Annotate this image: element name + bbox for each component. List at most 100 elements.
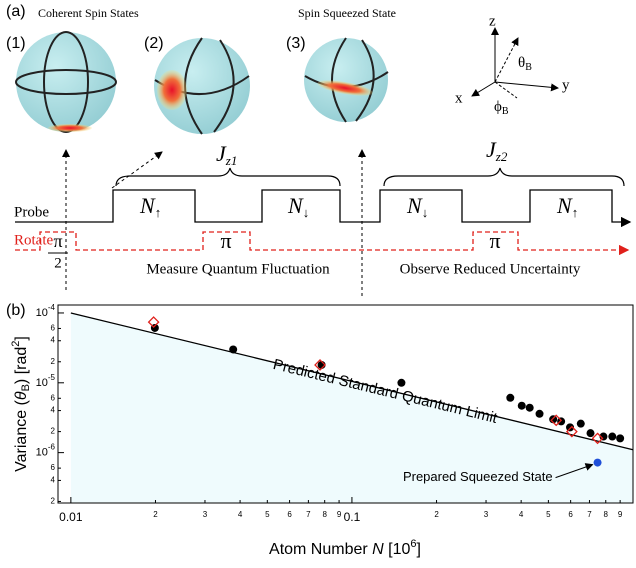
point	[549, 415, 558, 424]
x-tick-label: 7	[306, 510, 311, 519]
point	[593, 458, 602, 467]
point	[616, 434, 625, 443]
pulse-label: N↑	[139, 193, 161, 220]
pulse-angle: π	[489, 228, 500, 253]
x-tick-label: 8	[604, 510, 609, 519]
state-label: (1)	[6, 35, 26, 52]
x-tick-label: 4	[519, 510, 524, 519]
state-label: (2)	[144, 35, 164, 52]
point	[566, 423, 575, 432]
pulse-label: N↑	[556, 193, 578, 220]
axis-name: z	[489, 13, 496, 29]
pulse-angle: π	[220, 228, 231, 253]
point	[535, 409, 544, 418]
point	[599, 432, 608, 441]
sequence-label: Probe	[14, 204, 49, 220]
sphere	[154, 37, 250, 135]
y-tick-label: 6	[51, 393, 56, 402]
x-axis-label: Atom Number N [106]	[269, 538, 421, 558]
y-tick-label: 4	[51, 336, 56, 345]
point	[517, 401, 526, 410]
y-tick-label: 6	[51, 324, 56, 333]
pulse-label: N↓	[406, 193, 428, 220]
y-tick-label: 10-6	[36, 443, 56, 459]
region-below-limit	[70, 312, 634, 503]
point	[397, 378, 406, 387]
point	[557, 417, 566, 426]
y-tick-label: 4	[51, 406, 56, 415]
y-tick-exponent: -6	[48, 443, 56, 452]
x-tick-label: 8	[322, 510, 327, 519]
x-tick-label: 0.01	[59, 510, 83, 524]
y-tick-label: 6	[51, 324, 56, 333]
panel-label: (a)	[6, 3, 26, 20]
point	[229, 345, 238, 354]
j-label: Jz2	[486, 137, 508, 164]
brace	[115, 167, 625, 187]
x-tick-label: 2	[153, 510, 158, 519]
annotation: Prepared Squeezed State	[403, 469, 553, 484]
y-tick-label: 2	[51, 427, 56, 436]
point	[314, 359, 326, 371]
pointer-arrows	[62, 149, 366, 296]
angle-label: θB	[518, 55, 532, 73]
y-tick-label: 2	[51, 427, 56, 436]
x-tick-label: 3	[203, 510, 208, 519]
j-label: Jz1	[216, 141, 237, 168]
sql-line	[70, 312, 634, 451]
sphere	[15, 31, 117, 133]
axes-icon	[471, 27, 559, 99]
probe-sequence	[15, 189, 632, 228]
point	[147, 316, 160, 329]
point	[525, 403, 534, 412]
axis-name: x	[455, 90, 463, 106]
y-tick-label: 2	[51, 357, 56, 366]
pulse-angle: π	[53, 231, 62, 251]
pulse-label: N↓	[287, 193, 309, 220]
caption: Measure Quantum Fluctuation	[146, 261, 330, 277]
point	[586, 429, 595, 438]
caption: Observe Reduced Uncertainty	[400, 261, 581, 277]
y-tick-label: 6	[51, 463, 56, 472]
x-tick-label: 9	[618, 510, 623, 519]
pulse-angle: 2	[54, 255, 62, 271]
y-tick-label: 2	[51, 497, 56, 506]
y-tick-label: 2	[51, 497, 56, 506]
y-tick-label: 10	[36, 307, 48, 319]
point	[506, 393, 515, 402]
x-tick-label: 7	[587, 510, 592, 519]
point	[608, 432, 617, 441]
rotate-sequence	[15, 231, 630, 256]
state-label: (3)	[286, 35, 306, 52]
y-tick-label: 10	[36, 447, 48, 459]
y-tick-label: 10	[36, 377, 48, 389]
x-tick-label: 5	[265, 510, 270, 519]
y-tick-exponent: -4	[48, 303, 56, 312]
point	[576, 419, 585, 428]
point	[550, 414, 563, 427]
group-title: Coherent Spin States	[38, 6, 139, 20]
y-axis-label: Variance (θB) [rad2]	[10, 336, 32, 472]
y-tick-label: 10-4	[36, 303, 56, 319]
y-tick-label: 4	[51, 476, 56, 485]
y-tick-exponent: -5	[48, 373, 56, 382]
annotation-arrow	[555, 463, 594, 479]
y-tick-label: 2	[51, 357, 56, 366]
x-tick-label: 6	[568, 510, 573, 519]
x-tick-label: 4	[238, 510, 243, 519]
panel-label: (b)	[6, 302, 26, 319]
sphere	[304, 37, 389, 123]
plot-frame	[57, 304, 634, 504]
angle-label: ϕB	[494, 99, 509, 117]
axis-name: y	[562, 77, 570, 93]
x-tick-label: 3	[484, 510, 489, 519]
y-tick-label: 4	[51, 476, 56, 485]
y-tick-label: 10-5	[36, 373, 56, 389]
y-tick-label: 4	[51, 336, 56, 345]
x-tick-label: 9	[337, 510, 342, 519]
y-tick-label: 6	[51, 463, 56, 472]
x-tick-label: 6	[287, 510, 292, 519]
group-title: Spin Squeezed State	[298, 6, 396, 20]
point	[591, 432, 604, 445]
